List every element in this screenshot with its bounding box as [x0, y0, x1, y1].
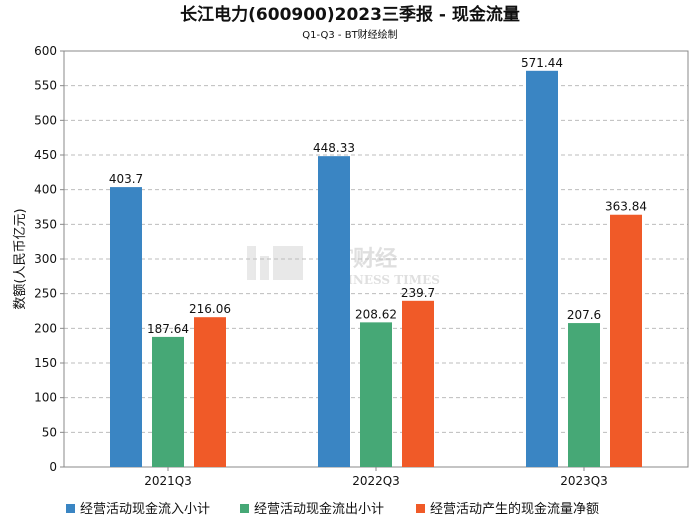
- y-tick-label: 450: [34, 148, 57, 162]
- data-label: 448.33: [313, 141, 355, 155]
- chart-subtitle: Q1-Q3 - BT财经绘制: [302, 28, 397, 41]
- y-tick-label: 550: [34, 79, 57, 93]
- y-tick-label: 300: [34, 252, 57, 266]
- legend-label: 经营活动现金流入小计: [80, 501, 210, 517]
- data-label: 239.7: [401, 286, 435, 300]
- legend-swatch: [416, 504, 425, 513]
- bar: [360, 322, 392, 467]
- x-tick-label: 2021Q3: [144, 474, 192, 488]
- y-tick-label: 200: [34, 321, 57, 335]
- y-tick-label: 50: [42, 425, 57, 439]
- x-tick-label: 2022Q3: [352, 474, 400, 488]
- bar: [610, 214, 642, 467]
- chart-title: 长江电力(600900)2023三季报 - 现金流量: [180, 4, 520, 25]
- y-tick-label: 400: [34, 183, 57, 197]
- data-label: 403.7: [109, 172, 143, 186]
- y-tick-label: 600: [34, 44, 57, 58]
- bar: [194, 317, 226, 467]
- data-label: 208.62: [355, 307, 397, 321]
- y-tick-label: 100: [34, 391, 57, 405]
- bar: [526, 70, 558, 467]
- data-label: 363.84: [605, 200, 647, 214]
- y-tick-label: 0: [49, 460, 57, 474]
- bar: [402, 300, 434, 467]
- legend-swatch: [66, 504, 75, 513]
- y-tick-label: 500: [34, 113, 57, 127]
- legend-swatch: [240, 504, 249, 513]
- data-label: 187.64: [147, 322, 189, 336]
- legend-label: 经营活动产生的现金流量净额: [430, 501, 599, 517]
- bars: [110, 70, 642, 468]
- y-tick-label: 350: [34, 217, 57, 231]
- legend: 经营活动现金流入小计 经营活动现金流出小计 经营活动产生的现金流量净额: [66, 501, 599, 517]
- data-label: 571.44: [521, 56, 563, 70]
- x-tick-label: 2023Q3: [560, 474, 608, 488]
- bar: [152, 336, 184, 467]
- data-label: 216.06: [189, 302, 231, 316]
- bar: [110, 187, 142, 468]
- bar: [568, 323, 600, 467]
- axes: 0 50 100 150 200 250 300 350 400 450 500 550 600 2021…: [34, 44, 689, 488]
- y-axis-label: 数额(人民币亿元): [13, 208, 28, 309]
- y-tick-label: 250: [34, 287, 57, 301]
- legend-label: 经营活动现金流出小计: [254, 501, 384, 517]
- data-label: 207.6: [567, 308, 601, 322]
- bar: [318, 156, 350, 467]
- y-tick-label: 150: [34, 356, 57, 370]
